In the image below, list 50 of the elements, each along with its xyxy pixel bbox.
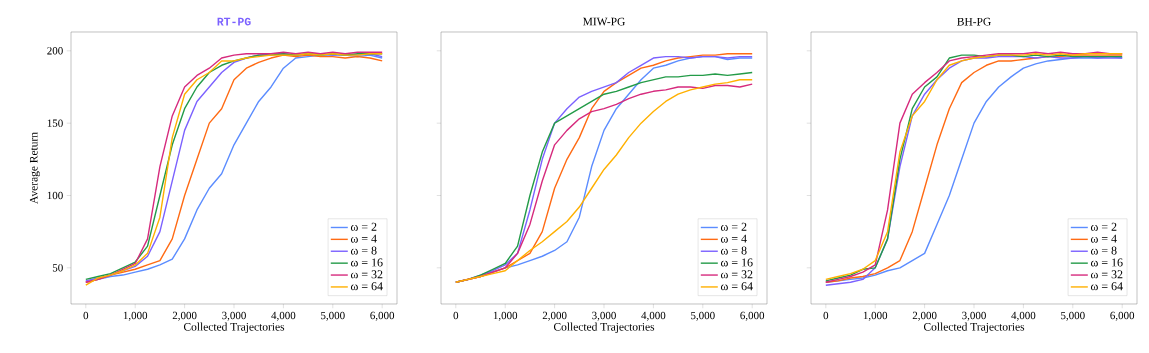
legend-label: ω = 16 — [1090, 258, 1123, 267]
x-tick-label: 1,000 — [493, 311, 518, 321]
x-tick-label: 4,000 — [271, 311, 296, 321]
chart-title: MIW-PG — [583, 17, 625, 26]
x-tick-label: 5,000 — [691, 311, 715, 321]
legend-label: ω = 16 — [350, 258, 383, 267]
legend-label: ω = 32 — [350, 270, 383, 279]
x-axis-title: Collected Trajectories — [553, 322, 655, 333]
legend-label: ω = 2 — [1090, 222, 1117, 231]
y-axis-title: Average Return — [29, 132, 40, 204]
legend-label: ω = 64 — [720, 282, 753, 291]
x-tick-label: 3,000 — [222, 311, 246, 321]
x-tick-label: 6,000 — [740, 311, 765, 321]
x-tick-label: 3,000 — [592, 311, 616, 321]
legend-label: ω = 64 — [1090, 282, 1123, 291]
legend-label: ω = 4 — [1090, 234, 1117, 243]
x-axis-title: Collected Trajectories — [923, 322, 1025, 333]
legend-label: ω = 2 — [350, 222, 377, 231]
x-tick-label: 2,000 — [172, 311, 197, 321]
x-tick-label: 5,000 — [1061, 311, 1085, 321]
legend-label: ω = 16 — [720, 258, 753, 267]
x-tick-label: 2,000 — [912, 311, 937, 321]
y-tick-label: 100 — [47, 191, 63, 200]
legend-label: ω = 2 — [720, 222, 747, 231]
x-tick-label: 1,000 — [863, 311, 888, 321]
y-tick-label: 150 — [47, 119, 63, 127]
x-tick-label: 4,000 — [1011, 311, 1036, 321]
legend-label: ω = 8 — [720, 246, 747, 255]
x-tick-label: 5,000 — [321, 311, 345, 321]
legend-label: ω = 8 — [350, 246, 377, 255]
legend-label: ω = 8 — [1090, 246, 1117, 255]
x-tick-label: 1,000 — [123, 311, 148, 321]
x-tick-label: 0 — [453, 311, 459, 320]
x-axis-title: Collected Trajectories — [183, 322, 285, 333]
chart-title: BH-PG — [957, 17, 991, 26]
x-tick-label: 0 — [83, 311, 89, 320]
legend-label: ω = 64 — [350, 282, 383, 291]
chart-title: RT-PG — [217, 17, 251, 26]
x-tick-label: 6,000 — [1110, 311, 1135, 321]
x-tick-label: 0 — [823, 311, 829, 320]
legend-label: ω = 32 — [720, 270, 753, 279]
x-tick-label: 3,000 — [962, 311, 986, 321]
legend-label: ω = 4 — [350, 234, 377, 243]
x-tick-label: 2,000 — [542, 311, 567, 321]
x-tick-label: 4,000 — [641, 311, 666, 321]
y-tick-label: 200 — [47, 47, 63, 55]
y-tick-label: 50 — [52, 264, 63, 272]
legend-label: ω = 32 — [1090, 270, 1123, 279]
legend-label: ω = 4 — [720, 234, 747, 243]
x-tick-label: 6,000 — [370, 311, 395, 321]
